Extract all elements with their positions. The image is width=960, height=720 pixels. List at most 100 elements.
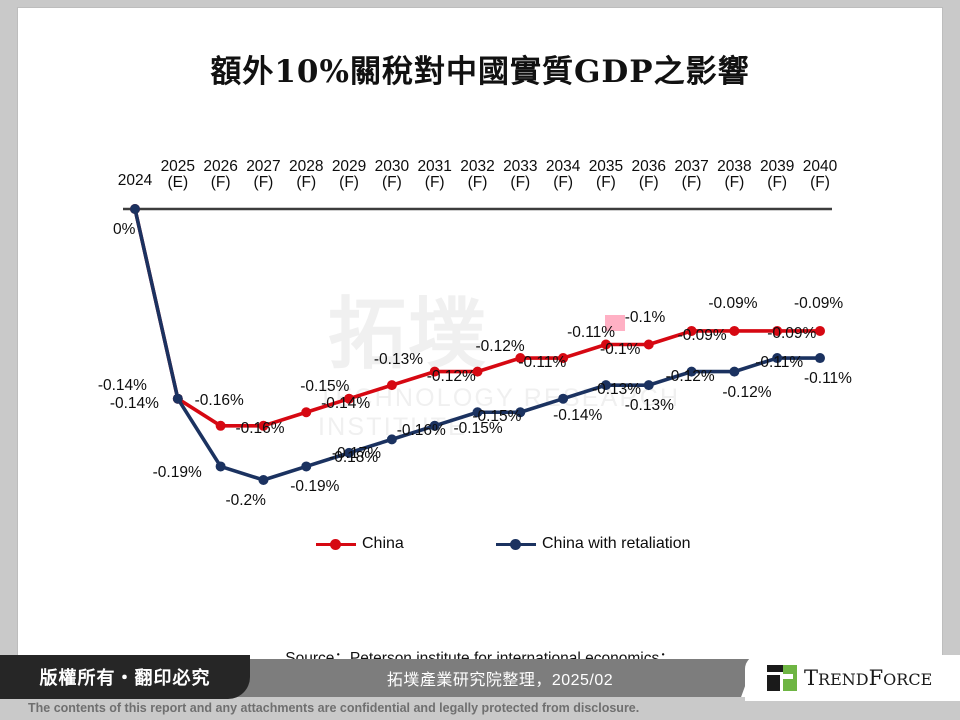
x-axis-year: 2029 bbox=[331, 158, 367, 175]
data-point-label: -0.15% bbox=[472, 408, 522, 426]
x-axis-label: 2031 (F) bbox=[412, 159, 458, 191]
x-axis-year: 2025 bbox=[160, 158, 196, 175]
data-point-label: -0.11% bbox=[804, 370, 852, 388]
x-axis-year: 2031 bbox=[417, 158, 452, 175]
x-axis-label: 2036 (F) bbox=[626, 159, 672, 191]
data-point-label: -0.18% bbox=[329, 448, 379, 466]
legend-marker-icon bbox=[496, 538, 536, 550]
data-point-label: -0.09% bbox=[794, 294, 844, 312]
data-point-label: -0.16% bbox=[194, 391, 244, 409]
x-axis-label: 2024 bbox=[112, 173, 158, 189]
data-point-label: -0.14% bbox=[553, 406, 603, 424]
data-point-label: -0.14% bbox=[109, 394, 159, 412]
footer-center-text: 拓墣產業研究院整理，2025/02 bbox=[386, 672, 614, 689]
x-axis-suffix: (F) bbox=[681, 174, 702, 191]
data-point-label: -0.12% bbox=[426, 367, 476, 385]
x-axis-year: 2030 bbox=[374, 158, 410, 175]
x-axis-suffix: (E) bbox=[167, 174, 189, 191]
data-point-label: -0.11% bbox=[567, 324, 616, 342]
x-axis-year: 2036 bbox=[631, 158, 666, 175]
x-axis-label: 2032 (F) bbox=[455, 159, 501, 191]
x-axis-label: 2033 (F) bbox=[497, 159, 543, 191]
data-point-label: -0.16% bbox=[235, 419, 285, 437]
data-point-label: -0.14% bbox=[321, 394, 371, 412]
x-axis-suffix: (F) bbox=[810, 174, 830, 191]
x-axis-year: 2039 bbox=[759, 158, 795, 175]
legend-label: China bbox=[362, 535, 404, 552]
page-title: 額外10%關稅對中國實質GDP之影響 bbox=[210, 54, 750, 90]
copyright-badge: 版權所有・翻印必究 bbox=[0, 655, 250, 699]
x-axis-label: 2037 (F) bbox=[669, 159, 715, 191]
x-axis-label: 2027 (F) bbox=[240, 159, 286, 191]
x-axis-label: 2038 (F) bbox=[711, 159, 757, 191]
disclaimer-text: The contents of this report and any atta… bbox=[28, 701, 640, 715]
x-axis-year: 2035 bbox=[588, 158, 624, 175]
data-point-label: -0.19% bbox=[290, 478, 340, 496]
x-axis-label: 2034 (F) bbox=[540, 159, 586, 191]
data-point-label: -0.17% bbox=[331, 445, 381, 463]
chart-legend: China China with retaliation bbox=[18, 535, 942, 565]
x-axis-label: 2029 (F) bbox=[326, 159, 372, 191]
x-axis-label: 2035 (F) bbox=[583, 159, 629, 191]
x-axis-suffix: (F) bbox=[510, 174, 531, 191]
data-point-label: -0.14% bbox=[97, 376, 147, 394]
x-axis-suffix: (F) bbox=[253, 174, 274, 191]
slide-card: 額外10%關稅對中國實質GDP之影響 拓墣 TECHNOLOGY RESEARC… bbox=[18, 8, 942, 691]
x-axis-year: 2026 bbox=[203, 158, 238, 175]
legend-marker-icon bbox=[316, 538, 356, 550]
x-axis-year: 2038 bbox=[717, 158, 752, 175]
data-point-label: -0.11% bbox=[518, 354, 567, 372]
data-point-label: -0.13% bbox=[373, 351, 423, 369]
data-point-label: -0.16% bbox=[396, 421, 446, 439]
x-axis-suffix: (F) bbox=[767, 174, 788, 191]
x-axis-suffix: (F) bbox=[296, 174, 317, 191]
data-point-label: -0.19% bbox=[152, 464, 202, 482]
data-point-label: -0.13% bbox=[591, 381, 642, 399]
highlight-marker bbox=[604, 314, 625, 331]
x-axis-year: 2028 bbox=[289, 158, 324, 175]
x-axis-suffix: (F) bbox=[424, 174, 445, 191]
x-axis-year: 2034 bbox=[545, 158, 581, 175]
line-chart: 0% 2024 2025 (E) 2026 (F) 2027 (F) 2028 (F) 2029(… bbox=[18, 8, 942, 691]
legend-item[interactable]: China with retaliation bbox=[496, 535, 691, 553]
zero-axis-label: 0% bbox=[113, 221, 136, 238]
x-axis-suffix: (F) bbox=[210, 174, 231, 191]
legend-label: China with retaliation bbox=[542, 535, 691, 552]
data-point-label: -0.2% bbox=[225, 492, 266, 509]
x-axis-year: 2037 bbox=[674, 158, 709, 175]
x-axis-suffix: (F) bbox=[638, 174, 659, 191]
data-point-label: -0.1% bbox=[624, 308, 666, 326]
data-point-label: -0.15% bbox=[453, 420, 503, 438]
brand-name-label: TRENDFORCE bbox=[804, 666, 933, 690]
data-point-label: -0.15% bbox=[300, 378, 350, 396]
x-axis-year: 2040 bbox=[802, 158, 838, 175]
x-axis-year: 2033 bbox=[503, 158, 538, 175]
x-axis-label: 2030 (F) bbox=[369, 159, 415, 191]
x-axis-suffix: (F) bbox=[724, 174, 745, 191]
data-point-label: -0.09% bbox=[708, 294, 758, 312]
copyright-badge-label: 版權所有・翻印必究 bbox=[39, 668, 211, 689]
x-axis-suffix: (F) bbox=[381, 174, 402, 191]
data-point-label: -0.09% bbox=[767, 324, 817, 342]
x-axis-label: 2025 (E) bbox=[155, 159, 201, 191]
data-point-label: -0.13% bbox=[624, 397, 674, 415]
data-point-label: -0.12% bbox=[475, 337, 525, 355]
chart-plot-svg bbox=[123, 204, 832, 485]
x-axis-suffix: (F) bbox=[553, 174, 574, 191]
x-axis-year: 2024 bbox=[117, 172, 153, 189]
x-axis-suffix: (F) bbox=[467, 174, 488, 191]
data-point-label: -0.09% bbox=[677, 326, 727, 344]
brand-logo: TRENDFORCE bbox=[745, 655, 960, 701]
data-point-label: -0.1% bbox=[599, 340, 641, 358]
legend-item[interactable]: China bbox=[316, 535, 404, 553]
x-axis-suffix: (F) bbox=[596, 174, 616, 191]
x-axis-year: 2027 bbox=[246, 158, 281, 175]
x-axis-label: 2040 (F) bbox=[797, 159, 843, 191]
data-point-label: -0.12% bbox=[665, 367, 715, 385]
x-axis-label: 2028 (F) bbox=[283, 159, 329, 191]
x-axis-label: 2026 (F) bbox=[198, 159, 244, 191]
data-point-label: -0.11% bbox=[755, 354, 804, 372]
x-axis-suffix: (F) bbox=[339, 174, 359, 191]
data-point-label: -0.12% bbox=[722, 383, 772, 401]
